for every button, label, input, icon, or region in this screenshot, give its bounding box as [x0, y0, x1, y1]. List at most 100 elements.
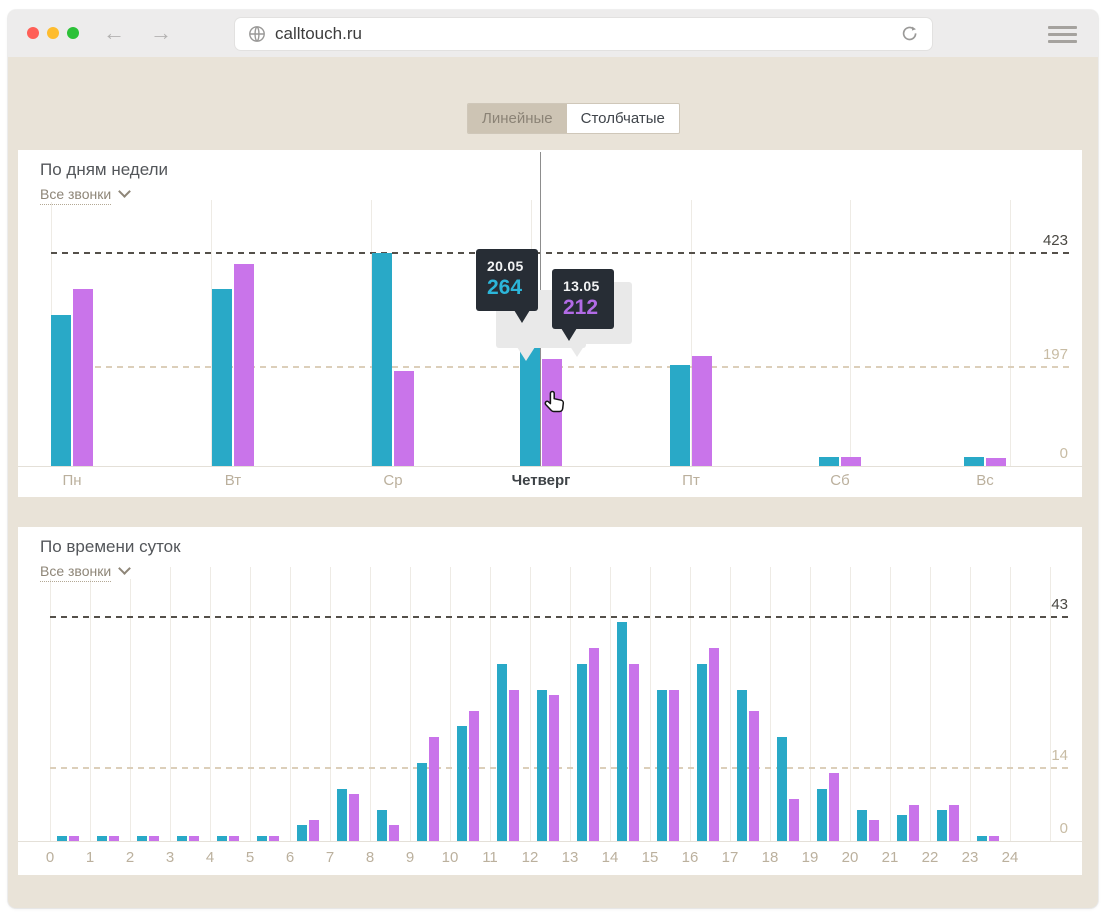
bar[interactable]: [309, 820, 319, 841]
x-tick-label: 20: [841, 849, 859, 866]
bar[interactable]: [777, 737, 787, 841]
traffic-light-minimize[interactable]: [47, 27, 59, 39]
tab-line-charts[interactable]: Линейные: [468, 104, 567, 133]
bar[interactable]: [149, 836, 159, 841]
bar[interactable]: [819, 457, 839, 466]
bar[interactable]: [964, 457, 984, 466]
x-tick-label: 15: [641, 849, 659, 866]
bar[interactable]: [789, 799, 799, 841]
gridline: [410, 567, 411, 841]
bar[interactable]: [737, 690, 747, 841]
forward-button[interactable]: →: [150, 20, 172, 45]
bar[interactable]: [372, 253, 392, 466]
tooltip-date: 13.05: [563, 278, 600, 294]
bar[interactable]: [617, 622, 627, 841]
bar[interactable]: [829, 773, 839, 841]
bar[interactable]: [57, 836, 67, 841]
browser-title-bar: ← → calltouch.ru: [8, 10, 1098, 57]
bar[interactable]: [337, 789, 347, 841]
bar[interactable]: [269, 836, 279, 841]
gridline: [890, 567, 891, 841]
bar[interactable]: [389, 825, 399, 841]
bar[interactable]: [69, 836, 79, 841]
globe-icon: [248, 25, 266, 48]
calls-filter-dropdown[interactable]: Все звонки: [40, 562, 134, 582]
bar[interactable]: [537, 690, 547, 841]
bar[interactable]: [542, 359, 562, 466]
bar[interactable]: [229, 836, 239, 841]
bar[interactable]: [497, 664, 507, 841]
bar[interactable]: [817, 789, 827, 841]
bar[interactable]: [692, 356, 712, 466]
bar[interactable]: [577, 664, 587, 841]
bar[interactable]: [429, 737, 439, 841]
gridline: [250, 567, 251, 841]
gridline: [211, 200, 212, 466]
bar[interactable]: [349, 794, 359, 841]
bar[interactable]: [189, 836, 199, 841]
bar[interactable]: [697, 664, 707, 841]
bar[interactable]: [417, 763, 427, 841]
x-tick-label: 11: [482, 849, 498, 866]
address-bar[interactable]: calltouch.ru: [235, 18, 932, 50]
tab-bar-charts[interactable]: Столбчатые: [566, 104, 679, 133]
bar[interactable]: [257, 836, 267, 841]
bar[interactable]: [869, 820, 879, 841]
bar[interactable]: [977, 836, 987, 841]
traffic-light-maximize[interactable]: [67, 27, 79, 39]
bar[interactable]: [857, 810, 867, 841]
tooltip-previous: 13.05 212: [552, 269, 614, 341]
bar[interactable]: [520, 333, 540, 466]
bar[interactable]: [97, 836, 107, 841]
bar[interactable]: [297, 825, 307, 841]
bar[interactable]: [109, 836, 119, 841]
bar[interactable]: [709, 648, 719, 841]
x-axis-line: [18, 466, 1082, 467]
bar[interactable]: [234, 264, 254, 466]
x-axis-line: [18, 841, 1082, 842]
reload-button[interactable]: [900, 24, 920, 49]
bar[interactable]: [909, 805, 919, 841]
gridline: [210, 567, 211, 841]
bar[interactable]: [589, 648, 599, 841]
bar[interactable]: [509, 690, 519, 841]
back-button[interactable]: ←: [103, 20, 125, 45]
weekday-plot: 20.05 264 13.05 212 423 197 0 Пн Вт Ср Четверг…: [18, 150, 1082, 497]
bar[interactable]: [670, 365, 690, 466]
bar[interactable]: [51, 315, 71, 466]
menu-button[interactable]: [1048, 26, 1077, 48]
x-tick-label: 24: [1001, 849, 1019, 866]
gridline: [371, 200, 372, 466]
bar[interactable]: [949, 805, 959, 841]
gridline: [850, 567, 851, 841]
tooltip-tail: [561, 328, 577, 341]
bar[interactable]: [897, 815, 907, 841]
bar[interactable]: [177, 836, 187, 841]
bar[interactable]: [629, 664, 639, 841]
tooltip-value: 264: [487, 276, 523, 299]
bar[interactable]: [394, 371, 414, 466]
calls-filter-dropdown[interactable]: Все звонки: [40, 185, 134, 205]
bar[interactable]: [212, 289, 232, 466]
bar[interactable]: [137, 836, 147, 841]
bar[interactable]: [989, 836, 999, 841]
x-tick-label: 8: [365, 849, 375, 866]
gridline: [490, 567, 491, 841]
bar[interactable]: [457, 726, 467, 841]
weekday-chart-title: По дням недели: [40, 160, 175, 180]
bar[interactable]: [377, 810, 387, 841]
bar[interactable]: [986, 458, 1006, 466]
bar[interactable]: [841, 457, 861, 466]
bar[interactable]: [217, 836, 227, 841]
bar[interactable]: [937, 810, 947, 841]
bar[interactable]: [73, 289, 93, 466]
traffic-light-close[interactable]: [27, 27, 39, 39]
x-tick-label: 0: [45, 849, 55, 866]
bar[interactable]: [549, 695, 559, 841]
y-tick-label: 14: [1051, 747, 1068, 764]
bar[interactable]: [669, 690, 679, 841]
bar[interactable]: [657, 690, 667, 841]
bar[interactable]: [469, 711, 479, 841]
x-tick-label: 6: [285, 849, 295, 866]
bar[interactable]: [749, 711, 759, 841]
